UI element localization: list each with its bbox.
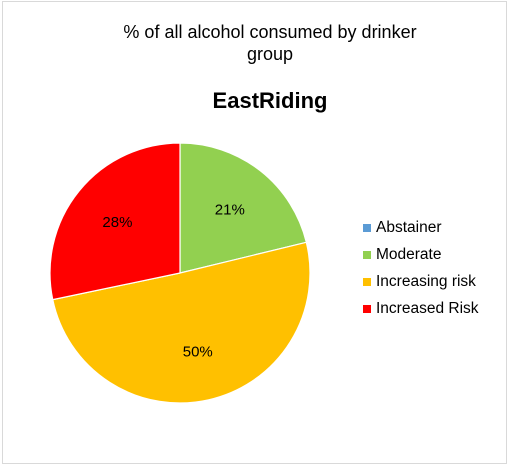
pie-slice-moderate	[179, 142, 308, 274]
legend-label: Increasing risk	[376, 273, 476, 290]
legend-swatch	[363, 224, 371, 232]
legend-swatch	[363, 278, 371, 286]
legend-item-increased-risk: Increased Risk	[363, 297, 479, 321]
data-label-moderate: 21%	[215, 202, 245, 219]
chart-title-line-1: % of all alcohol consumed by drinker	[123, 22, 417, 42]
legend-label: Abstainer	[376, 219, 442, 236]
pie-slice-increasing-risk	[52, 241, 311, 404]
legend: Abstainer Moderate Increasing risk Increase…	[363, 216, 479, 324]
data-label-increasing-risk: 50%	[183, 344, 213, 361]
legend-swatch	[363, 305, 371, 313]
data-label-increased-risk: 28%	[102, 214, 132, 231]
legend-label: Moderate	[376, 246, 442, 263]
legend-swatch	[363, 251, 371, 259]
legend-item-moderate: Moderate	[363, 243, 479, 267]
chart-title: % of all alcohol consumed by drinker gro…	[0, 21, 510, 65]
legend-label: Increased Risk	[376, 300, 479, 317]
legend-item-increasing-risk: Increasing risk	[363, 270, 479, 294]
legend-item-abstainer: Abstainer	[363, 216, 479, 240]
pie-slice-increased-risk	[49, 142, 181, 301]
chart-title-line-2: group	[246, 44, 294, 64]
chart-subtitle: EastRiding	[212, 88, 328, 113]
